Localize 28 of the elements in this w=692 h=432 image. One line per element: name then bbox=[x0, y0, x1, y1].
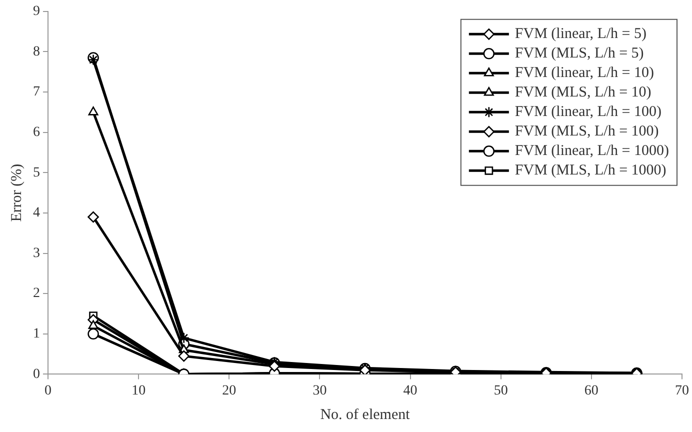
legend-label: FVM (MLS, L/h = 10) bbox=[514, 84, 652, 101]
x-tick-label: 60 bbox=[584, 383, 598, 398]
legend-label: FVM (linear, L/h = 10) bbox=[514, 65, 654, 82]
y-tick-label: 4 bbox=[33, 206, 40, 221]
legend-label: FVM (linear, L/h = 5) bbox=[514, 26, 647, 42]
legend-label: FVM (MLS, L/h = 100) bbox=[514, 124, 659, 140]
y-tick-label: 7 bbox=[33, 84, 40, 100]
y-tick-label: 9 bbox=[33, 4, 40, 20]
y-axis-title: Error (%) bbox=[8, 164, 25, 222]
legend-label: FVM (linear, L/h = 100) bbox=[514, 104, 662, 120]
y-tick-label: 3 bbox=[33, 246, 40, 261]
x-tick-label: 10 bbox=[132, 383, 146, 398]
y-tick-label: 6 bbox=[33, 125, 40, 140]
x-tick-label: 30 bbox=[312, 383, 327, 398]
legend-label: FVM (MLS, L/h = 5) bbox=[514, 46, 644, 62]
x-tick-label: 0 bbox=[44, 383, 52, 398]
y-tick-label: 1 bbox=[33, 326, 40, 342]
legend-label: FVM (linear, L/h = 1000) bbox=[514, 143, 670, 160]
x-axis-title: No. of element bbox=[320, 406, 411, 423]
x-tick-label: 40 bbox=[403, 383, 418, 398]
y-tick-label: 0 bbox=[33, 366, 40, 382]
legend-label: FVM (MLS, L/h = 1000) bbox=[514, 162, 666, 179]
y-tick-label: 8 bbox=[33, 44, 40, 60]
x-tick-label: 70 bbox=[675, 383, 689, 398]
y-tick-label: 2 bbox=[33, 286, 40, 302]
x-tick-label: 20 bbox=[222, 383, 236, 398]
y-tick-label: 5 bbox=[33, 165, 40, 180]
x-tick-label: 50 bbox=[494, 383, 508, 398]
